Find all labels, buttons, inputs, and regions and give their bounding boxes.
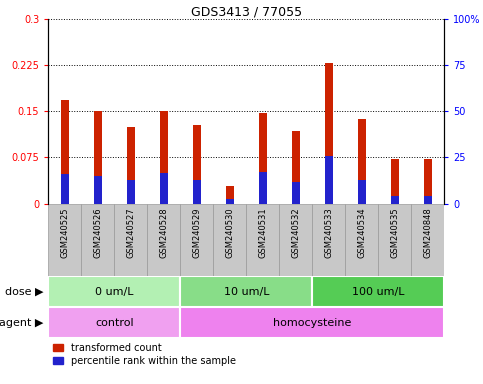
Bar bbox=[292, 182, 300, 204]
Bar bbox=[325, 63, 333, 204]
Text: 0 um/L: 0 um/L bbox=[95, 287, 134, 297]
Bar bbox=[358, 180, 366, 204]
Bar bbox=[259, 172, 267, 204]
Bar bbox=[48, 204, 81, 276]
Text: GSM240532: GSM240532 bbox=[291, 207, 300, 258]
Bar bbox=[412, 204, 444, 276]
Bar bbox=[180, 307, 444, 338]
Bar bbox=[226, 199, 234, 204]
Text: GSM240531: GSM240531 bbox=[258, 207, 267, 258]
Bar bbox=[313, 276, 444, 307]
Bar bbox=[313, 204, 345, 276]
Text: GSM240534: GSM240534 bbox=[357, 207, 366, 258]
Bar bbox=[48, 276, 180, 307]
Bar bbox=[424, 159, 432, 204]
Bar bbox=[61, 100, 69, 204]
Text: GSM240526: GSM240526 bbox=[93, 207, 102, 258]
Text: 10 um/L: 10 um/L bbox=[224, 287, 269, 297]
Bar bbox=[160, 173, 168, 204]
Bar bbox=[358, 119, 366, 204]
Text: GSM240525: GSM240525 bbox=[60, 207, 69, 258]
Bar bbox=[424, 196, 432, 204]
Text: homocysteine: homocysteine bbox=[273, 318, 352, 328]
Text: agent ▶: agent ▶ bbox=[0, 318, 43, 328]
Bar bbox=[292, 131, 300, 204]
Text: GSM240535: GSM240535 bbox=[390, 207, 399, 258]
Bar bbox=[345, 204, 378, 276]
Bar bbox=[180, 276, 313, 307]
Bar bbox=[391, 159, 399, 204]
Bar bbox=[213, 204, 246, 276]
Text: 100 um/L: 100 um/L bbox=[352, 287, 405, 297]
Title: GDS3413 / 77055: GDS3413 / 77055 bbox=[191, 5, 302, 18]
Bar bbox=[180, 204, 213, 276]
Bar bbox=[94, 111, 102, 204]
Text: GSM240529: GSM240529 bbox=[192, 207, 201, 258]
Legend: transformed count, percentile rank within the sample: transformed count, percentile rank withi… bbox=[49, 339, 240, 369]
Bar bbox=[81, 204, 114, 276]
Bar bbox=[127, 127, 135, 204]
Bar bbox=[94, 177, 102, 204]
Bar bbox=[61, 174, 69, 204]
Bar bbox=[193, 125, 201, 204]
Bar bbox=[48, 307, 180, 338]
Bar bbox=[160, 111, 168, 204]
Text: GSM240528: GSM240528 bbox=[159, 207, 168, 258]
Bar bbox=[279, 204, 313, 276]
Text: control: control bbox=[95, 318, 134, 328]
Bar bbox=[147, 204, 180, 276]
Bar bbox=[193, 180, 201, 204]
Bar bbox=[246, 204, 279, 276]
Bar bbox=[391, 196, 399, 204]
Bar bbox=[325, 156, 333, 204]
Text: dose ▶: dose ▶ bbox=[5, 287, 43, 297]
Bar bbox=[259, 113, 267, 204]
Bar bbox=[127, 180, 135, 204]
Text: GSM240527: GSM240527 bbox=[127, 207, 135, 258]
Bar bbox=[114, 204, 147, 276]
Bar bbox=[378, 204, 412, 276]
Text: GSM240530: GSM240530 bbox=[226, 207, 234, 258]
Text: GSM240533: GSM240533 bbox=[325, 207, 333, 258]
Text: GSM240848: GSM240848 bbox=[424, 207, 432, 258]
Bar bbox=[226, 186, 234, 204]
